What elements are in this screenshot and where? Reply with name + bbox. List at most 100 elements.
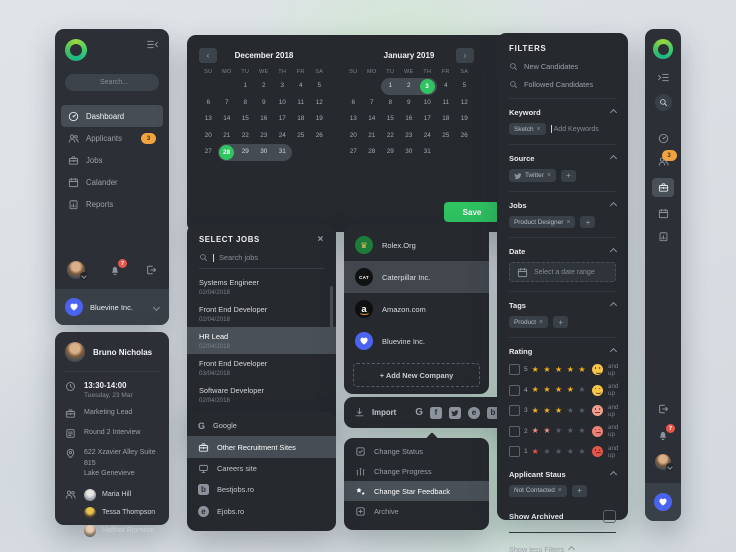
sidebar-item-dashboard[interactable]: Dashboard <box>61 105 163 127</box>
sidebar-item-jobs[interactable]: Jobs <box>61 149 163 171</box>
calendar-day[interactable]: 7 <box>224 98 229 106</box>
remove-tag-icon[interactable]: × <box>566 218 571 226</box>
quick-link-followed-candidates[interactable]: Followed Candidates <box>509 80 616 89</box>
rating-checkbox[interactable] <box>509 384 520 396</box>
bestjobs-icon[interactable]: b <box>487 406 499 419</box>
notifications-bell-icon[interactable]: 7 <box>657 424 675 441</box>
twitter-icon[interactable] <box>449 406 461 419</box>
calendar-day[interactable]: 14 <box>368 115 376 122</box>
add-filter-button[interactable]: + <box>560 169 576 182</box>
company-row[interactable]: ♛ Rolex.Org <box>344 229 489 261</box>
calendar-day[interactable]: 17 <box>423 115 431 122</box>
source-section-header[interactable]: Source <box>509 154 618 163</box>
calendar-day[interactable]: 27 <box>204 148 212 155</box>
site-item-careers-site[interactable]: Careers site <box>187 458 336 479</box>
company-row[interactable]: a Amazon.com <box>344 293 489 325</box>
calendar-day[interactable]: 26 <box>315 131 323 139</box>
company-row[interactable]: Bluevine Inc. <box>344 325 489 357</box>
company-switcher[interactable]: Bluevine Inc. <box>55 289 169 325</box>
calendar-day[interactable]: 11 <box>297 98 305 106</box>
calendar-day[interactable]: 16 <box>260 115 268 122</box>
calendar-day[interactable]: 18 <box>297 115 305 122</box>
filter-tag[interactable]: Product × <box>509 316 549 328</box>
applicant-status-section-header[interactable]: Applicant Staus <box>509 470 618 479</box>
show-archived-checkbox[interactable] <box>603 509 616 523</box>
filter-tag[interactable]: Sketch × <box>509 123 546 135</box>
calendar-day[interactable]: 3 <box>280 82 285 89</box>
add-filter-button[interactable]: + <box>580 216 596 228</box>
calendar-day[interactable]: 1 <box>243 82 248 89</box>
add-filter-button[interactable]: + <box>553 316 569 328</box>
calendar-day[interactable]: 26 <box>460 131 468 139</box>
prev-month-button[interactable]: ‹ <box>199 47 217 63</box>
calendar-day[interactable]: 30 <box>405 148 413 155</box>
calendar-day[interactable]: 6 <box>351 98 356 106</box>
calendar-day[interactable]: 8 <box>243 98 248 106</box>
calendar-day[interactable]: 21 <box>368 131 376 139</box>
date-section-header[interactable]: Date <box>509 247 618 256</box>
logout-icon[interactable] <box>145 264 157 276</box>
search-input[interactable]: Search... <box>65 74 159 91</box>
menu-item-change-progress[interactable]: Change Progress <box>344 461 489 481</box>
notifications-bell-icon[interactable]: 7 <box>109 259 127 276</box>
tags-section-header[interactable]: Tags <box>509 301 618 310</box>
sidebar-item-applicants[interactable]: Applicants 3 <box>61 127 163 149</box>
expand-sidebar-icon[interactable] <box>657 72 670 83</box>
calendar-day[interactable]: 19 <box>315 115 323 122</box>
show-less-filters-link[interactable]: Show less Filters <box>509 545 616 552</box>
rating-section-header[interactable]: Rating <box>509 347 618 356</box>
rating-checkbox[interactable] <box>509 364 520 375</box>
filter-tag[interactable]: Twitter × <box>509 169 556 182</box>
scrollbar[interactable] <box>330 286 333 348</box>
calendar-day[interactable]: 5 <box>462 82 467 89</box>
calendar-day[interactable]: 12 <box>315 98 323 106</box>
calendar-day[interactable]: 29 <box>386 148 394 155</box>
sidebar-item-reports[interactable]: Reports <box>61 193 163 215</box>
calendar-day[interactable]: 22 <box>241 131 249 139</box>
date-range-input[interactable]: Select a date range <box>509 262 616 282</box>
filter-tag[interactable]: Product Designer × <box>509 216 576 228</box>
calendar-day[interactable]: 25 <box>442 131 450 139</box>
calendar-day[interactable]: 1 <box>381 78 400 95</box>
add-keywords-input[interactable]: Add Keywords <box>550 125 599 133</box>
logout-icon[interactable] <box>657 403 669 415</box>
calendar-day[interactable]: 4 <box>298 82 303 89</box>
dashboard-icon[interactable] <box>658 133 669 144</box>
calendar-day[interactable]: 24 <box>423 131 431 139</box>
search-jobs-input[interactable]: Search jobs <box>199 253 324 269</box>
search-icon[interactable] <box>654 94 672 111</box>
job-list-item[interactable]: Systems Engineer 02/04/2018 <box>187 273 336 300</box>
calendar-day[interactable]: 31 <box>423 148 431 155</box>
calendar-day[interactable]: 17 <box>278 115 286 122</box>
calendar-day[interactable]: 10 <box>423 98 431 106</box>
remove-tag-icon[interactable]: × <box>546 172 551 179</box>
calendar-day[interactable]: 25 <box>297 131 305 139</box>
calendar-day[interactable]: 23 <box>260 131 268 139</box>
calendar-day[interactable]: 21 <box>223 131 231 139</box>
save-button[interactable]: Save <box>444 202 500 222</box>
facebook-icon[interactable]: f <box>430 406 442 419</box>
calendar-day[interactable]: 11 <box>442 98 450 106</box>
job-list-item[interactable]: Software Developer 02/04/2018 <box>187 381 336 408</box>
calendar-day[interactable]: 20 <box>349 131 357 139</box>
calendar-day[interactable]: 5 <box>317 82 322 89</box>
quick-link-new-candidates[interactable]: New Candidates <box>509 62 616 71</box>
menu-item-change-star-feedback[interactable]: Change Star Feedback <box>344 481 489 501</box>
google-icon[interactable]: G <box>415 407 423 418</box>
calendar-day[interactable]: 28 <box>368 148 376 155</box>
calendar-day[interactable]: 19 <box>460 115 468 122</box>
calendar-icon[interactable] <box>658 208 669 219</box>
user-avatar[interactable] <box>655 454 674 471</box>
calendar-day[interactable]: 28 <box>217 144 236 161</box>
job-list-item[interactable]: Front End Developer 02/04/2018 <box>187 300 336 327</box>
remove-tag-icon[interactable]: × <box>557 487 562 494</box>
calendar-day[interactable]: 24 <box>278 131 286 139</box>
rating-checkbox[interactable] <box>509 405 520 416</box>
calendar-day[interactable]: 6 <box>206 98 211 106</box>
calendar-day[interactable]: 30 <box>254 144 273 161</box>
menu-item-change-status[interactable]: Change Status <box>344 441 489 461</box>
remove-tag-icon[interactable]: × <box>536 125 541 133</box>
site-item-bestjobs-ro[interactable]: b Bestjobs.ro <box>187 479 336 500</box>
calendar-day[interactable]: 2 <box>399 78 418 95</box>
calendar-day[interactable]: 13 <box>204 115 212 122</box>
